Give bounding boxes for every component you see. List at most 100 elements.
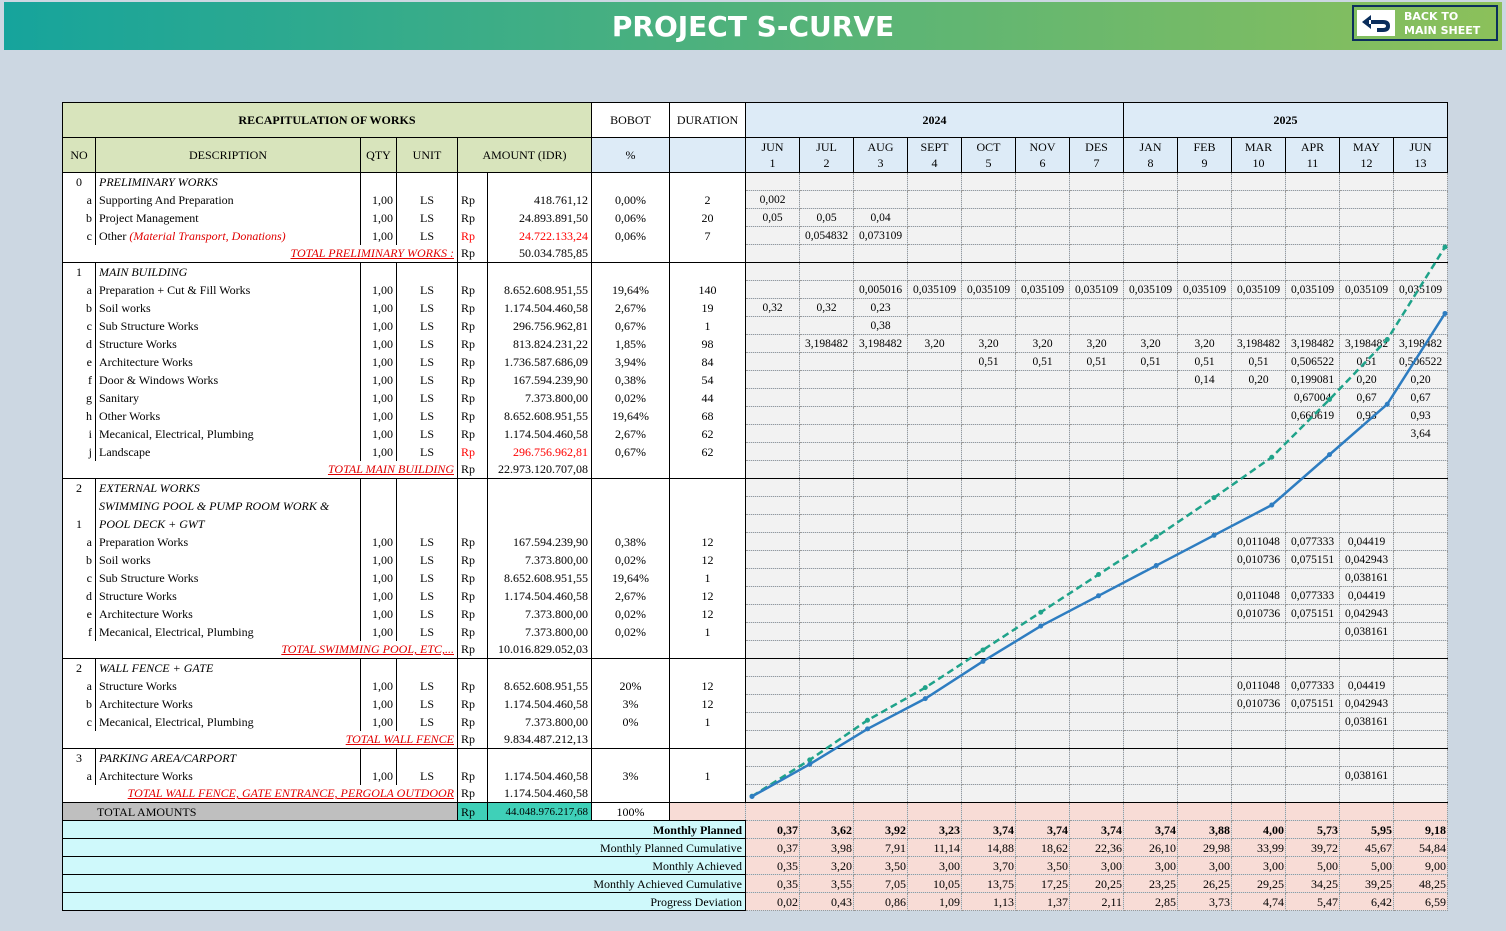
- table-row: 2 WALL FENCE + GATE: [62, 658, 1448, 677]
- month-cell: 0,32: [799, 298, 854, 317]
- month-cell: [1393, 658, 1448, 677]
- month-cell: [1123, 694, 1178, 713]
- month-cell: [853, 352, 908, 371]
- row-no: b: [62, 208, 96, 227]
- month-name: OCT: [976, 140, 1001, 154]
- cell: [669, 262, 746, 281]
- bobot: 19,64%: [591, 568, 670, 587]
- month-cell: [1123, 748, 1178, 767]
- month-cell: [1123, 424, 1178, 443]
- cell: [591, 244, 670, 263]
- summary-value: 54,84: [1393, 838, 1448, 857]
- month-cell: 0,04419: [1339, 676, 1394, 695]
- unit: LS: [396, 442, 458, 461]
- month-cell: [961, 460, 1016, 479]
- month-cell: 0,67: [1393, 388, 1448, 407]
- month-cell: 0,05: [799, 208, 854, 227]
- month-cell: [745, 226, 800, 245]
- table-row: c Other (Material Transport, Donations) 1,…: [62, 226, 1448, 245]
- month-cell: [1393, 604, 1448, 623]
- month-cell: 3,20: [1177, 334, 1232, 353]
- unit: LS: [396, 334, 458, 353]
- summary-value: 0,35: [745, 874, 800, 893]
- subtotal-label: TOTAL MAIN BUILDING: [62, 460, 458, 479]
- month-cell: [1177, 586, 1232, 605]
- bobot: 0,02%: [591, 604, 670, 623]
- currency: Rp: [457, 766, 488, 785]
- month-cell: [1393, 730, 1448, 749]
- summary-value: 22,36: [1069, 838, 1124, 857]
- back-button[interactable]: BACK TO MAIN SHEET: [1352, 5, 1498, 41]
- month-name: AUG: [867, 140, 894, 154]
- month-cell: [745, 172, 800, 191]
- row-no: 2: [62, 478, 96, 497]
- month-cell: [799, 316, 854, 335]
- month-cell: 3,20: [1015, 334, 1070, 353]
- qty: 1,00: [360, 568, 397, 587]
- duration: 19: [669, 298, 746, 317]
- qty: 1,00: [360, 712, 397, 731]
- month-cell: [1285, 712, 1340, 731]
- month-cell: [961, 712, 1016, 731]
- month-cell: [1177, 244, 1232, 263]
- cell: [396, 478, 458, 497]
- month-cell: [1069, 604, 1124, 623]
- row-no: c: [62, 568, 96, 587]
- month-cell: [961, 694, 1016, 713]
- month-cell: [745, 550, 800, 569]
- month-cell: [1339, 190, 1394, 209]
- table-row: f Mecanical, Electrical, Plumbing 1,00 LS Rp…: [62, 622, 1448, 641]
- summary-value: 39,25: [1339, 874, 1394, 893]
- amount: 1.174.504.460,58: [487, 298, 592, 317]
- row-no: b: [62, 298, 96, 317]
- table-row: TOTAL WALL FENCE, GATE ENTRANCE, PERGOLA…: [62, 784, 1448, 803]
- description: Structure Works: [95, 334, 361, 353]
- month-cell: [1231, 244, 1286, 263]
- month-cell: [961, 730, 1016, 749]
- month-cell: [961, 514, 1016, 533]
- table-row: c Sub Structure Works 1,00 LS Rp 8.652.608.95…: [62, 568, 1448, 587]
- month-cell: [1285, 514, 1340, 533]
- description: Mecanical, Electrical, Plumbing: [95, 424, 361, 443]
- month-cell: [907, 352, 962, 371]
- description: Architecture Works: [95, 352, 361, 371]
- month-cell: [1393, 172, 1448, 191]
- month-cell: [1123, 514, 1178, 533]
- row-no: h: [62, 406, 96, 425]
- cell: [457, 514, 488, 533]
- table-row: c Mecanical, Electrical, Plumbing 1,00 LS Rp…: [62, 712, 1448, 731]
- table-row: i Mecanical, Electrical, Plumbing 1,00 LS Rp…: [62, 424, 1448, 443]
- section-title: PARKING AREA/CARPORT: [95, 748, 361, 767]
- row-no: c: [62, 226, 96, 245]
- row-no: j: [62, 442, 96, 461]
- month-cell: [1393, 262, 1448, 281]
- month-cell: [1393, 748, 1448, 767]
- month-cell: [1285, 640, 1340, 659]
- cell: [457, 262, 488, 281]
- month-cell: [745, 496, 800, 515]
- cell: [1339, 802, 1394, 821]
- month-cell: [1177, 190, 1232, 209]
- unit: LS: [396, 190, 458, 209]
- bobot: 2,67%: [591, 424, 670, 443]
- table-row: a Preparation + Cut & Fill Works 1,00 LS Rp 8…: [62, 280, 1448, 299]
- month-cell: [1285, 658, 1340, 677]
- duration: 1: [669, 766, 746, 785]
- total-amount: 44.048.976.217,68: [487, 802, 592, 821]
- cell: [669, 478, 746, 497]
- row-no: e: [62, 604, 96, 623]
- month-cell: [1231, 226, 1286, 245]
- month-cell: [907, 406, 962, 425]
- row-no: a: [62, 532, 96, 551]
- month-cell: [1339, 208, 1394, 227]
- month-cell: [961, 244, 1016, 263]
- summary-value: 0,86: [853, 892, 908, 911]
- month-cell: 0,011048: [1231, 586, 1286, 605]
- month-cell: [745, 424, 800, 443]
- description: Project Management: [95, 208, 361, 227]
- table-row: a Architecture Works 1,00 LS Rp 1.174.504.460…: [62, 766, 1448, 785]
- month-name: MAR: [1244, 140, 1273, 154]
- qty: 1,00: [360, 406, 397, 425]
- month-cell: [961, 622, 1016, 641]
- table-row: RECAPITULATION OF WORKS BOBOT DURATION 2024…: [62, 102, 1448, 138]
